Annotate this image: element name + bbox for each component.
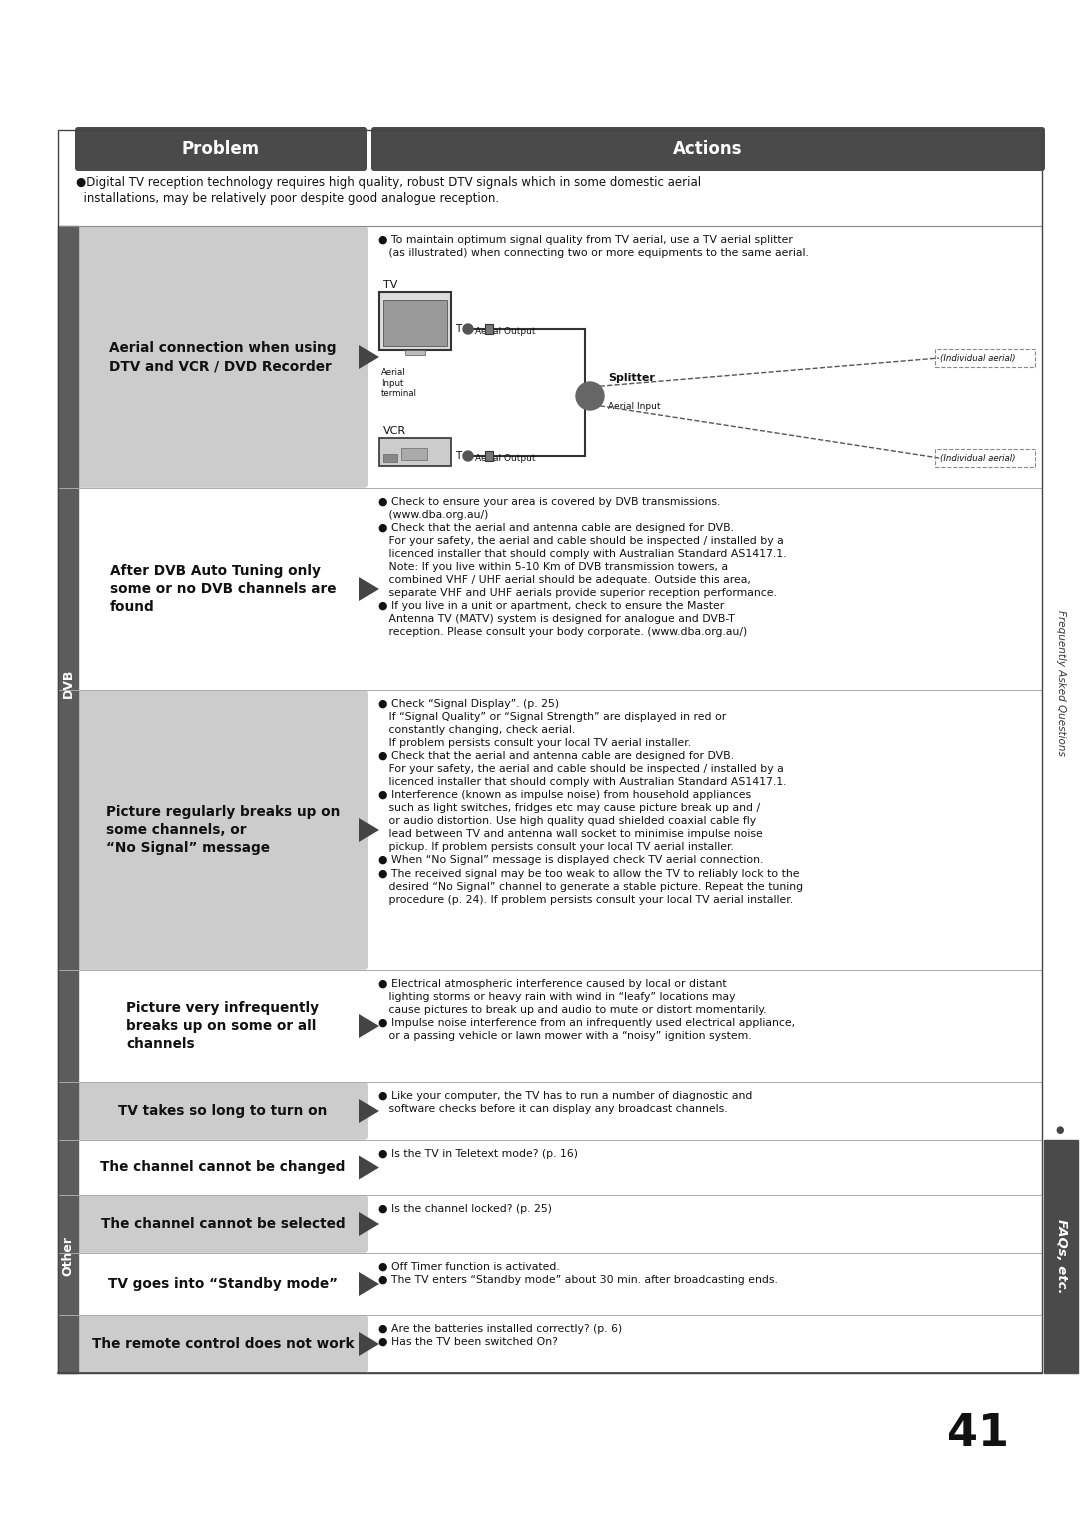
FancyBboxPatch shape [75, 127, 367, 171]
Circle shape [463, 451, 473, 461]
Polygon shape [359, 1212, 379, 1236]
Text: The channel cannot be changed: The channel cannot be changed [100, 1160, 346, 1175]
Text: Actions: Actions [673, 141, 743, 157]
Bar [1044, 1140, 1078, 1374]
FancyBboxPatch shape [76, 1082, 368, 1140]
Polygon shape [359, 345, 379, 368]
Text: T: T [455, 324, 461, 335]
Bar [370, 691, 1042, 970]
Text: DVB: DVB [62, 668, 75, 698]
Circle shape [463, 324, 473, 335]
Text: Picture regularly breaks up on
some channels, or
“No Signal” message: Picture regularly breaks up on some chan… [106, 805, 340, 856]
Text: 41: 41 [947, 1412, 1009, 1455]
Text: ●: ● [1056, 1125, 1064, 1135]
Bar [370, 1316, 1042, 1374]
Bar [78, 970, 368, 1082]
Text: The remote control does not work: The remote control does not work [92, 1337, 354, 1351]
Text: ● Is the TV in Teletext mode? (p. 16): ● Is the TV in Teletext mode? (p. 16) [378, 1149, 578, 1160]
Text: TV takes so long to turn on: TV takes so long to turn on [119, 1105, 327, 1118]
Bar [58, 130, 1042, 1374]
Text: (Individual aerial): (Individual aerial) [940, 454, 1015, 463]
Text: installations, may be relatively poor despite good analogue reception.: installations, may be relatively poor de… [76, 193, 499, 205]
Bar [78, 1253, 368, 1316]
Text: Aerial connection when using
DTV and VCR / DVD Recorder: Aerial connection when using DTV and VCR… [109, 341, 337, 373]
Polygon shape [359, 578, 379, 601]
Text: After DVB Auto Tuning only
some or no DVB channels are
found: After DVB Auto Tuning only some or no DV… [110, 564, 336, 614]
Bar [485, 451, 492, 461]
Text: ● Like your computer, the TV has to run a number of diagnostic and
   software c: ● Like your computer, the TV has to run … [378, 1091, 753, 1114]
Bar [485, 324, 492, 335]
Text: Problem: Problem [181, 141, 260, 157]
Polygon shape [359, 1155, 379, 1180]
Text: ● Check to ensure your area is covered by DVB transmissions.
   (www.dba.org.au/: ● Check to ensure your area is covered b… [378, 497, 786, 637]
Text: Splitter: Splitter [608, 373, 654, 384]
Text: ●Digital TV reception technology requires high quality, robust DTV signals which: ●Digital TV reception technology require… [76, 176, 701, 189]
Bar [401, 448, 427, 460]
Bar [78, 487, 368, 691]
Bar [383, 454, 397, 461]
Text: VCR: VCR [383, 426, 406, 435]
Text: TV goes into “Standby mode”: TV goes into “Standby mode” [108, 1277, 338, 1291]
Text: Aerial Output: Aerial Output [475, 454, 536, 463]
Bar [370, 226, 1042, 487]
Bar [379, 439, 451, 466]
FancyBboxPatch shape [76, 226, 368, 487]
Text: ● Check “Signal Display”. (p. 25)
   If “Signal Quality” or “Signal Strength” ar: ● Check “Signal Display”. (p. 25) If “Si… [378, 698, 804, 905]
Polygon shape [359, 1271, 379, 1296]
Text: ● Is the channel locked? (p. 25): ● Is the channel locked? (p. 25) [378, 1204, 552, 1215]
Polygon shape [359, 1332, 379, 1355]
FancyBboxPatch shape [76, 691, 368, 970]
Text: (Individual aerial): (Individual aerial) [940, 353, 1015, 362]
Bar [379, 292, 451, 350]
Text: Aerial
Input
terminal: Aerial Input terminal [381, 368, 417, 399]
Bar [405, 350, 426, 354]
Text: Picture very infrequently
breaks up on some or all
channels: Picture very infrequently breaks up on s… [126, 1001, 320, 1051]
Bar [383, 299, 447, 345]
Bar [58, 1140, 78, 1374]
Circle shape [576, 382, 604, 410]
Text: Aerial Output: Aerial Output [475, 327, 536, 336]
Text: Aerial Input: Aerial Input [608, 402, 661, 411]
FancyBboxPatch shape [76, 1195, 368, 1253]
Polygon shape [359, 817, 379, 842]
Text: ● Off Timer function is activated.
● The TV enters “Standby mode” about 30 min. : ● Off Timer function is activated. ● The… [378, 1262, 778, 1285]
Text: T: T [455, 451, 461, 461]
Text: FAQs, etc.: FAQs, etc. [1054, 1219, 1067, 1294]
Text: ● Electrical atmospheric interference caused by local or distant
   lighting sto: ● Electrical atmospheric interference ca… [378, 979, 795, 1041]
Bar [370, 1195, 1042, 1253]
Text: The channel cannot be selected: The channel cannot be selected [100, 1216, 346, 1232]
Text: Frequently Asked Questions: Frequently Asked Questions [1056, 610, 1066, 756]
Polygon shape [359, 1015, 379, 1038]
Bar [58, 226, 78, 1140]
Text: ● Are the batteries installed correctly? (p. 6)
● Has the TV been switched On?: ● Are the batteries installed correctly?… [378, 1323, 622, 1348]
Bar [370, 1253, 1042, 1316]
Text: Other: Other [62, 1236, 75, 1276]
FancyBboxPatch shape [76, 1316, 368, 1374]
Bar [78, 1140, 368, 1195]
Text: TV: TV [383, 280, 397, 290]
Polygon shape [359, 1099, 379, 1123]
FancyBboxPatch shape [372, 127, 1045, 171]
Bar [370, 970, 1042, 1082]
Text: ● To maintain optimum signal quality from TV aerial, use a TV aerial splitter
  : ● To maintain optimum signal quality fro… [378, 235, 809, 258]
Bar [370, 1140, 1042, 1195]
Bar [370, 1082, 1042, 1140]
Bar [370, 487, 1042, 691]
